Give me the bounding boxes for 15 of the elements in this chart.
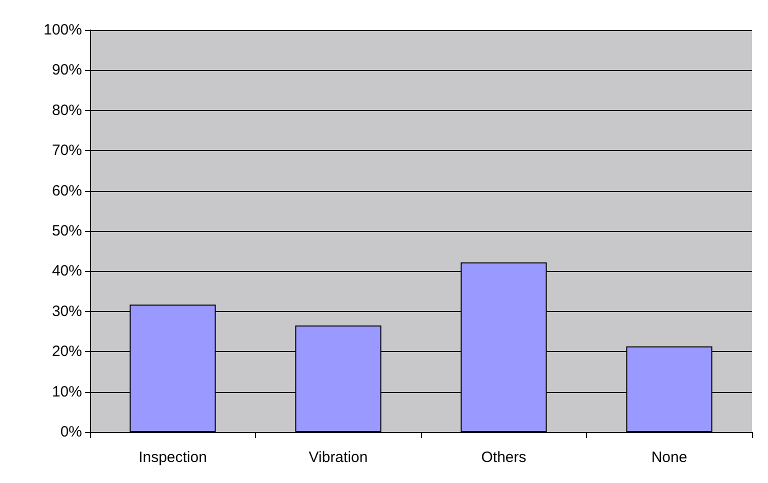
- y-tick-label: 90%: [52, 62, 82, 79]
- x-tick-label: Inspection: [138, 449, 207, 466]
- x-tick-label: Others: [481, 449, 526, 466]
- y-tick-label: 0%: [60, 424, 82, 440]
- y-tick-label: 40%: [52, 262, 82, 280]
- y-tick-label: 20%: [52, 343, 82, 360]
- y-tick-label: 70%: [52, 142, 82, 160]
- y-tick-label: 10%: [52, 383, 82, 400]
- y-tick-label: 80%: [52, 102, 82, 119]
- x-tick-label: Vibration: [308, 449, 368, 466]
- y-tick-label: 30%: [52, 302, 82, 320]
- y-tick-label: 60%: [52, 182, 82, 200]
- y-tick-label: 50%: [52, 222, 82, 240]
- y-tick-label: 100%: [44, 22, 82, 38]
- x-tick-label: None: [651, 449, 688, 466]
